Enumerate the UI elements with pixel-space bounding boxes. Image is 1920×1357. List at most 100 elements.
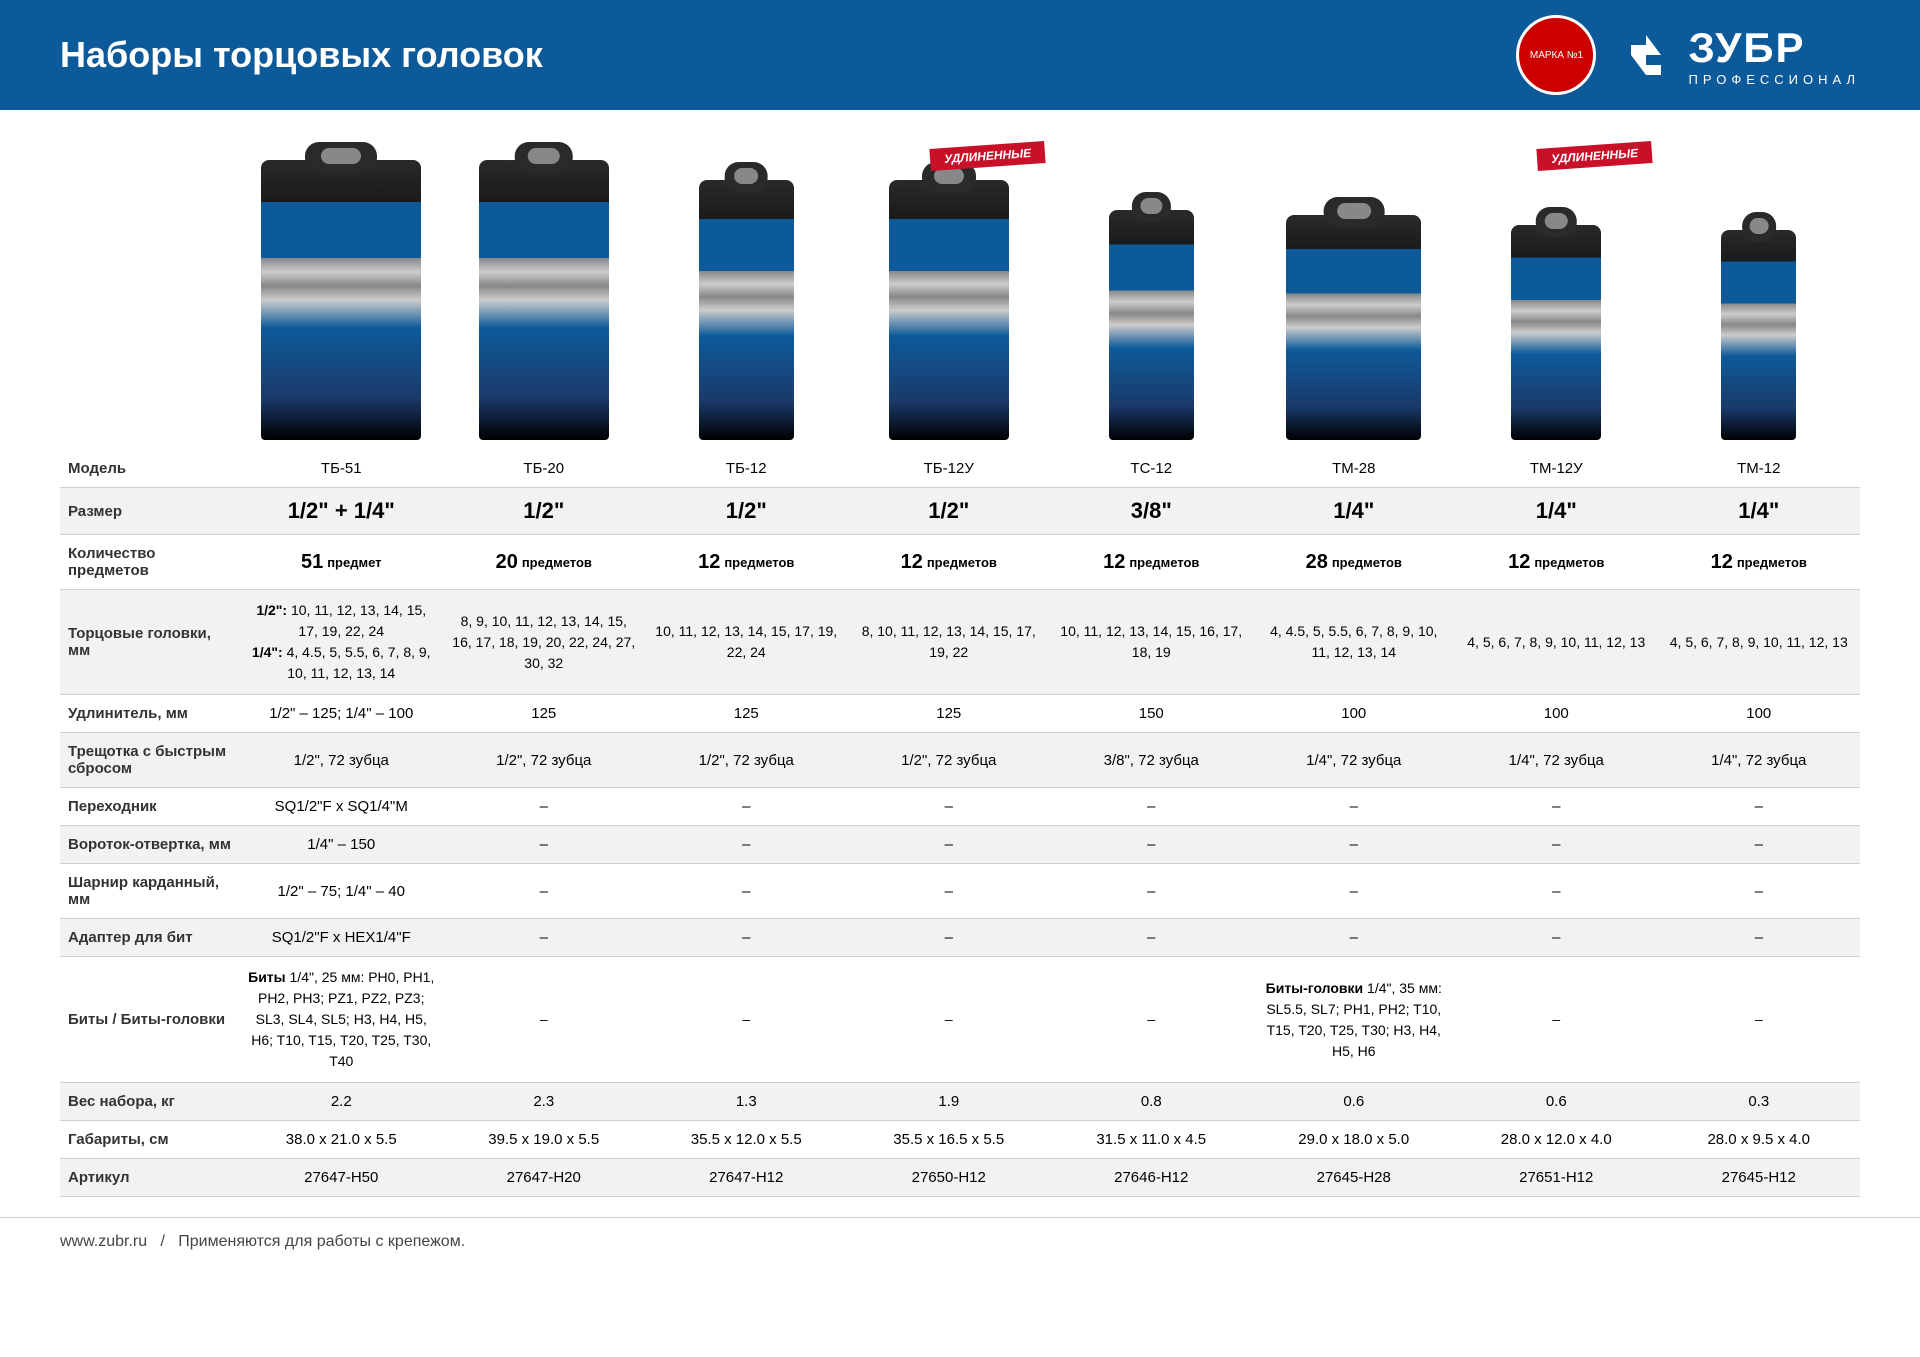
- logo-sub: ПРОФЕССИОНАЛ: [1688, 72, 1860, 87]
- cell-size: 1/2": [443, 488, 646, 534]
- cell-dimensions: 31.5 x 11.0 x 4.5: [1050, 1121, 1253, 1158]
- product-image-ТБ-12У: УДЛИНЕННЫЕ: [848, 140, 1051, 450]
- cell-count: 12 предметов: [1050, 535, 1253, 589]
- badge-text: МАРКА №1: [1530, 50, 1583, 61]
- cell-count: 12 предметов: [1658, 535, 1861, 589]
- row-model: Модель ТБ-51ТБ-20ТБ-12ТБ-12УТС-12ТМ-28ТМ…: [60, 450, 1860, 488]
- row-adapter: Переходник SQ1/2"F x SQ1/4"M–––––––: [60, 788, 1860, 826]
- cell-article: 27650-H12: [848, 1159, 1051, 1196]
- cell-adapter: –: [1455, 788, 1658, 825]
- cell-bits: –: [1050, 957, 1253, 1082]
- cell-count: 12 предметов: [645, 535, 848, 589]
- cell-extender: 125: [848, 695, 1051, 732]
- cell-bit_adapter: –: [1253, 919, 1456, 956]
- footer-url: www.zubr.ru: [60, 1233, 147, 1250]
- label-extender: Удлинитель, мм: [60, 695, 240, 732]
- product-image-ТМ-12У: УДЛИНЕННЫЕ: [1455, 140, 1658, 450]
- product-image-ТБ-12: [645, 140, 848, 450]
- cell-size: 1/4": [1455, 488, 1658, 534]
- cell-ratchet: 1/2", 72 зубца: [240, 733, 443, 787]
- product-placeholder: [1109, 210, 1194, 440]
- extended-tag: УДЛИНЕННЫЕ: [1537, 141, 1653, 171]
- label-count: Количество предметов: [60, 535, 240, 589]
- cell-sockets: 4, 4.5, 5, 5.5, 6, 7, 8, 9, 10, 11, 12, …: [1253, 590, 1456, 694]
- cell-sockets: 10, 11, 12, 13, 14, 15, 16, 17, 18, 19: [1050, 590, 1253, 694]
- cell-screwdriver: –: [1050, 826, 1253, 863]
- cell-size: 1/4": [1253, 488, 1456, 534]
- row-size: Размер 1/2" + 1/4"1/2"1/2"1/2"3/8"1/4"1/…: [60, 488, 1860, 535]
- cell-ratchet: 1/2", 72 зубца: [848, 733, 1051, 787]
- product-placeholder: [479, 160, 609, 440]
- cell-universal_joint: –: [1658, 864, 1861, 918]
- product-image-ТС-12: [1050, 140, 1253, 450]
- row-bits: Биты / Биты-головки Биты 1/4", 25 мм: PH…: [60, 957, 1860, 1083]
- cell-bit_adapter: –: [645, 919, 848, 956]
- cell-extender: 125: [645, 695, 848, 732]
- cell-bits: Биты 1/4", 25 мм: PH0, PH1, PH2, PH3; PZ…: [240, 957, 443, 1082]
- label-sockets: Торцовые головки, мм: [60, 590, 240, 694]
- cell-sockets: 4, 5, 6, 7, 8, 9, 10, 11, 12, 13: [1658, 590, 1861, 694]
- row-bit-adapter: Адаптер для бит SQ1/2"F x HEX1/4"F––––––…: [60, 919, 1860, 957]
- cell-universal_joint: –: [1050, 864, 1253, 918]
- cell-model: ТБ-12У: [848, 450, 1051, 487]
- product-placeholder: [889, 180, 1009, 440]
- cell-size: 1/2": [645, 488, 848, 534]
- cell-screwdriver: 1/4" – 150: [240, 826, 443, 863]
- cell-bit_adapter: –: [443, 919, 646, 956]
- cell-bit_adapter: –: [848, 919, 1051, 956]
- cell-adapter: –: [443, 788, 646, 825]
- label-weight: Вес набора, кг: [60, 1083, 240, 1120]
- cell-model: ТМ-12У: [1455, 450, 1658, 487]
- label-article: Артикул: [60, 1159, 240, 1196]
- row-dimensions: Габариты, см 38.0 x 21.0 x 5.539.5 x 19.…: [60, 1121, 1860, 1159]
- label-dimensions: Габариты, см: [60, 1121, 240, 1158]
- product-placeholder: [1511, 225, 1601, 440]
- row-ratchet: Трещотка с быстрым сбросом 1/2", 72 зубц…: [60, 733, 1860, 788]
- cell-article: 27646-H12: [1050, 1159, 1253, 1196]
- cell-adapter: –: [848, 788, 1051, 825]
- cell-sockets: 4, 5, 6, 7, 8, 9, 10, 11, 12, 13: [1455, 590, 1658, 694]
- cell-screwdriver: –: [1455, 826, 1658, 863]
- cell-screwdriver: –: [645, 826, 848, 863]
- cell-weight: 0.6: [1253, 1083, 1456, 1120]
- page-title: Наборы торцовых головок: [60, 34, 543, 76]
- cell-size: 1/2": [848, 488, 1051, 534]
- cell-bit_adapter: SQ1/2"F x HEX1/4"F: [240, 919, 443, 956]
- product-images-row: УДЛИНЕННЫЕ УДЛИНЕННЫЕ: [60, 140, 1860, 450]
- header-right: МАРКА №1 ЗУБР ПРОФЕССИОНАЛ: [1516, 15, 1860, 95]
- label-screwdriver: Вороток-отвертка, мм: [60, 826, 240, 863]
- label-bit-adapter: Адаптер для бит: [60, 919, 240, 956]
- row-article: Артикул 27647-H5027647-H2027647-H1227650…: [60, 1159, 1860, 1197]
- product-placeholder: [1721, 230, 1796, 440]
- cell-count: 51 предмет: [240, 535, 443, 589]
- comparison-table: Модель ТБ-51ТБ-20ТБ-12ТБ-12УТС-12ТМ-28ТМ…: [60, 450, 1860, 1197]
- cell-weight: 0.8: [1050, 1083, 1253, 1120]
- cell-adapter: –: [645, 788, 848, 825]
- cell-model: ТМ-28: [1253, 450, 1456, 487]
- cell-bits: –: [848, 957, 1051, 1082]
- cell-article: 27645-H28: [1253, 1159, 1456, 1196]
- label-size: Размер: [60, 488, 240, 534]
- cell-size: 1/2" + 1/4": [240, 488, 443, 534]
- cell-size: 1/4": [1658, 488, 1861, 534]
- row-weight: Вес набора, кг 2.22.31.31.90.80.60.60.3: [60, 1083, 1860, 1121]
- cell-extender: 100: [1455, 695, 1658, 732]
- cell-adapter: –: [1050, 788, 1253, 825]
- cell-article: 27647-H20: [443, 1159, 646, 1196]
- product-image-ТБ-51: [240, 140, 443, 450]
- cell-screwdriver: –: [1253, 826, 1456, 863]
- cell-sockets: 8, 9, 10, 11, 12, 13, 14, 15, 16, 17, 18…: [443, 590, 646, 694]
- cell-dimensions: 29.0 x 18.0 x 5.0: [1253, 1121, 1456, 1158]
- cell-sockets: 1/2": 10, 11, 12, 13, 14, 15, 17, 19, 22…: [240, 590, 443, 694]
- row-count: Количество предметов 51 предмет20 предме…: [60, 535, 1860, 590]
- cell-weight: 1.9: [848, 1083, 1051, 1120]
- cell-model: ТС-12: [1050, 450, 1253, 487]
- label-universal-joint: Шарнир карданный, мм: [60, 864, 240, 918]
- cell-extender: 1/2" – 125; 1/4" – 100: [240, 695, 443, 732]
- page-header: Наборы торцовых головок МАРКА №1 ЗУБР ПР…: [0, 0, 1920, 110]
- cell-bit_adapter: –: [1658, 919, 1861, 956]
- cell-universal_joint: –: [645, 864, 848, 918]
- cell-weight: 2.3: [443, 1083, 646, 1120]
- extended-tag: УДЛИНЕННЫЕ: [929, 141, 1045, 171]
- logo-icon: [1626, 30, 1676, 80]
